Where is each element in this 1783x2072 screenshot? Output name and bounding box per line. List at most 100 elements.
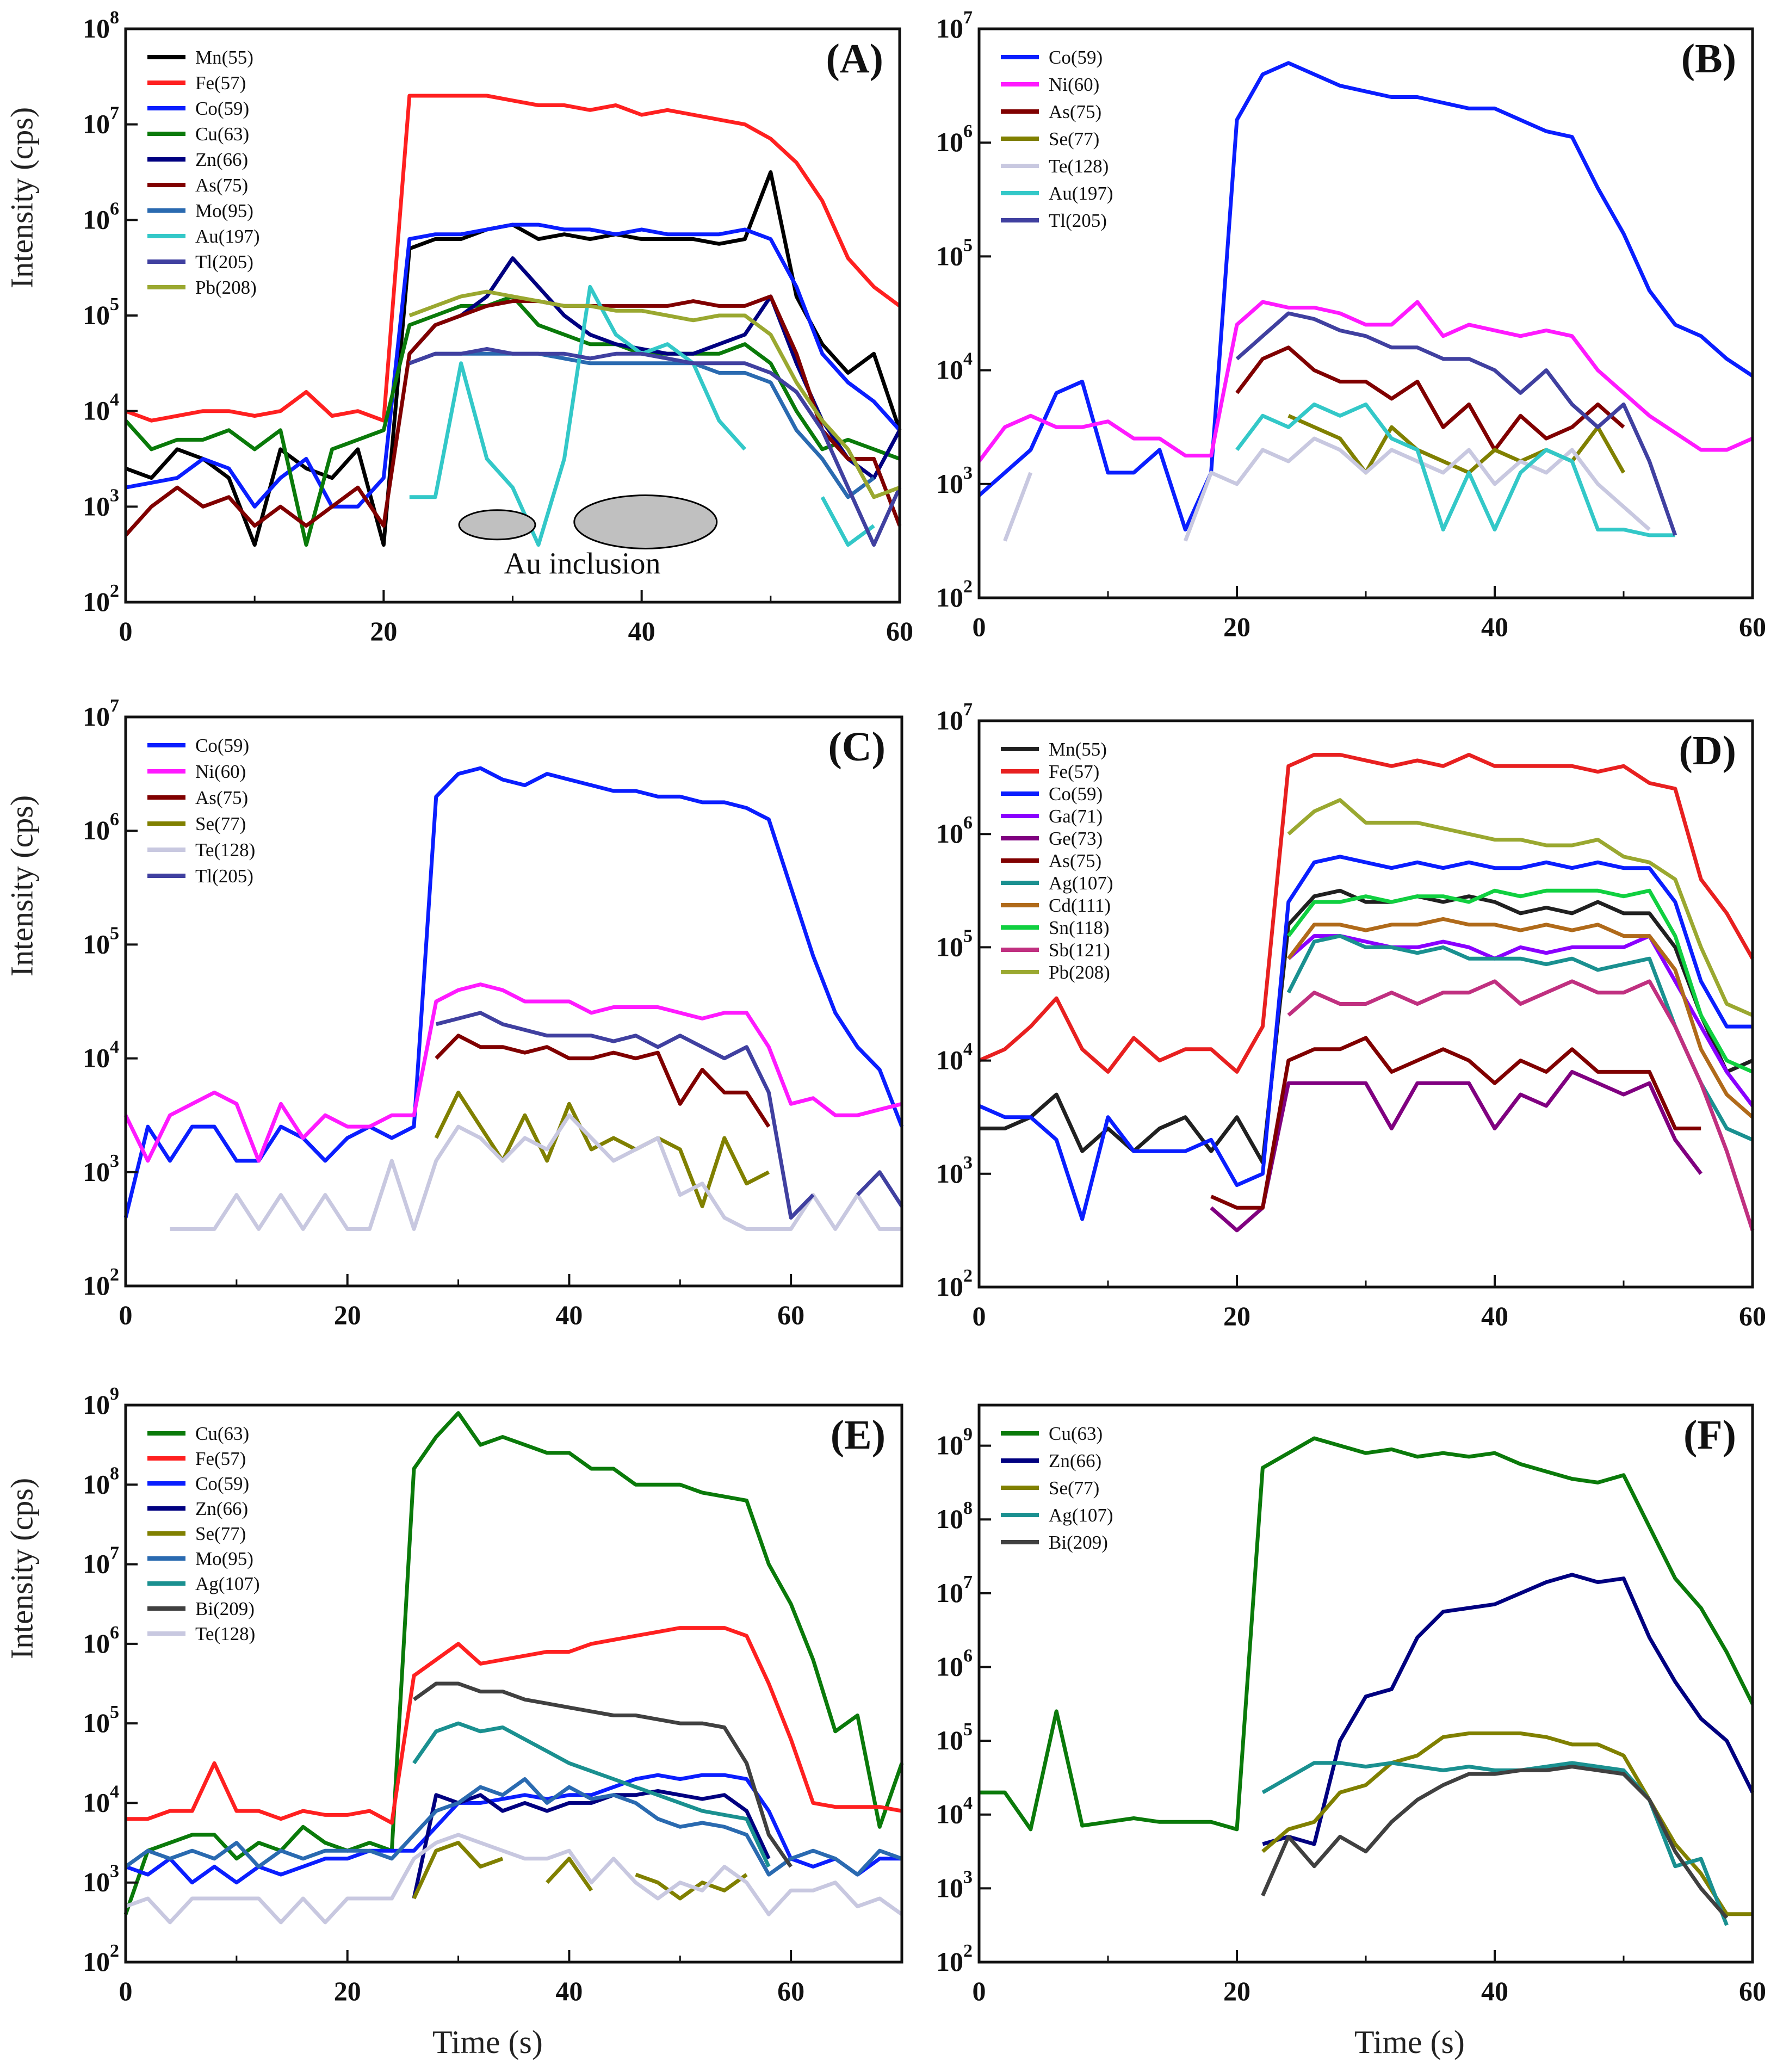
legend-label: Se(77) — [195, 1523, 246, 1544]
legend: Mn(55)Fe(57)Co(59)Ga(71)Ge(73)As(75)Ag(1… — [1001, 739, 1113, 983]
series-line-fe57 — [978, 753, 1755, 1074]
legend-label: Au(197) — [195, 226, 260, 247]
legend-label: Ge(73) — [1049, 828, 1103, 849]
panel-label: (B) — [1681, 36, 1736, 82]
series-group — [124, 94, 902, 547]
panel-label: (D) — [1679, 728, 1736, 774]
y-tick-label: 104 — [936, 349, 973, 385]
x-tick-label: 60 — [886, 616, 913, 646]
legend-label: Pb(208) — [1049, 962, 1110, 983]
legend-label: As(75) — [195, 787, 248, 808]
y-tick-label: 106 — [83, 1623, 119, 1659]
series-line-mn55 — [979, 888, 1754, 1165]
x-tick-label: 20 — [1223, 1301, 1250, 1331]
series-line-zn66 — [1262, 1573, 1755, 1846]
y-tick-label: 102 — [83, 581, 119, 617]
panel-label: (F) — [1683, 1412, 1736, 1458]
y-tick-label: 102 — [83, 1941, 119, 1977]
series-line-tl205 — [408, 347, 902, 547]
series-line-as75 — [124, 294, 902, 537]
y-tick-label: 103 — [936, 1153, 973, 1189]
legend-label: Se(77) — [1049, 128, 1099, 150]
series-line-te128 — [125, 1833, 903, 1925]
panel-d: 0 20 40 60 102 103 104 105 106 107 (D) Mn(55)Fe(57)… — [936, 700, 1766, 1331]
series-line-as75 — [1235, 345, 1625, 452]
x-tick-label: 20 — [370, 616, 397, 646]
legend-label: Zn(66) — [195, 1498, 248, 1519]
series-line-sb121 — [1287, 979, 1755, 1231]
series-line-as75 — [1210, 1036, 1701, 1210]
y-tick-label: 104 — [83, 1782, 119, 1817]
legend-label: Au(197) — [1049, 183, 1113, 204]
series-line-co59 — [125, 1773, 902, 1885]
x-tick-label: 60 — [1739, 1976, 1766, 2006]
plot-frame — [124, 715, 903, 1288]
y-tick-label: 105 — [936, 1720, 973, 1755]
series-line-bi209 — [412, 1681, 793, 1868]
y-tick-label: 104 — [83, 1037, 119, 1073]
legend-label: Zn(66) — [195, 149, 248, 170]
series-line-tl205 — [435, 1011, 903, 1220]
series-line-co59 — [125, 222, 901, 509]
y-tick-label: 106 — [936, 121, 973, 157]
legend-label: As(75) — [195, 175, 248, 196]
legend-label: Bi(209) — [195, 1598, 255, 1619]
x-tick-label: 40 — [1481, 611, 1508, 642]
plot-area: 0 20 40 60 102 103 104 105 106 107 (B) Co(59) Ni(60)… — [936, 8, 1766, 642]
series-line-ni60 — [123, 982, 902, 1163]
panel-e: 0 20 40 60 102 103 104 105 106 107 108 109 (E) Cu(63)… — [83, 1384, 904, 2006]
y-axis-title-a: Intensity (cps) — [4, 107, 40, 289]
y-axis-title-e: Intensity (cps) — [4, 1477, 40, 1660]
y-tick-label: 105 — [83, 923, 119, 959]
legend-label: Tl(205) — [195, 251, 253, 273]
y-tick-label: 107 — [83, 103, 119, 139]
series-group — [123, 1411, 904, 1925]
legend-label: Ag(107) — [195, 1573, 260, 1594]
legend-label: Ag(107) — [1049, 873, 1113, 894]
legend-label: Mo(95) — [195, 1548, 253, 1569]
legend-label: Co(59) — [195, 1473, 249, 1494]
legend-label: Fe(57) — [195, 72, 246, 94]
series-line-mo95 — [408, 351, 875, 499]
y-tick-label: 104 — [83, 390, 119, 426]
legend-label: Cu(63) — [195, 1423, 249, 1444]
series-line-fe57 — [126, 1626, 902, 1825]
panel-f: 0 20 40 60 102 103 104 105 106 107 108 109 (F) Cu(63)… — [936, 1403, 1766, 2006]
x-tick-label: 40 — [555, 1976, 583, 2006]
y-tick-label: 106 — [83, 809, 119, 845]
series-line-ag107 — [412, 1721, 771, 1867]
y-tick-label: 106 — [936, 1646, 973, 1681]
legend-label: Mn(55) — [1049, 739, 1107, 760]
series-line-pb208 — [408, 289, 901, 499]
series-group — [977, 61, 1754, 542]
legend: Cu(63) Zn(66) Se(77) Ag(107) Bi(209) — [1001, 1423, 1113, 1553]
legend-label: Co(59) — [195, 735, 249, 756]
y-tick-label: 104 — [936, 1040, 973, 1075]
legend-label: As(75) — [1049, 101, 1101, 122]
legend-label: Fe(57) — [195, 1448, 246, 1469]
plot-area: 0 20 40 60 102 103 104 105 106 107 108 109 (E) Cu(63)… — [83, 1384, 904, 2006]
plot-area: 0 20 40 60 102 103 104 105 106 107 108 109 (F) Cu(63)… — [936, 1403, 1766, 2006]
legend-label: Ni(60) — [195, 761, 246, 782]
series-line-cu63 — [123, 1411, 904, 1915]
plot-area: 0 20 40 60 102 103 104 105 106 107 (D) Mn(55)Fe(57)… — [936, 700, 1766, 1331]
legend-label: Ga(71) — [1049, 806, 1103, 827]
legend: Co(59) Ni(60) As(75) Se(77) Te(128) Au(197) Tl… — [1001, 47, 1113, 231]
x-tick-label: 20 — [334, 1300, 361, 1330]
legend-label: Cd(111) — [1049, 895, 1111, 916]
series-line-mo95 — [124, 1777, 903, 1877]
series-line-ni60 — [977, 300, 1754, 463]
series-line-fe57 — [125, 94, 901, 423]
y-tick-label: 107 — [83, 696, 119, 732]
legend-label: Co(59) — [1049, 47, 1103, 68]
legend-label: Co(59) — [195, 98, 249, 119]
legend-label: Fe(57) — [1049, 761, 1099, 782]
legend-label: Tl(205) — [195, 865, 253, 887]
series-line-co59 — [977, 61, 1754, 531]
y-axis-title-c: Intensity (cps) — [4, 795, 40, 977]
x-tick-label: 20 — [334, 1976, 361, 2006]
panel-label: (E) — [831, 1412, 886, 1458]
y-tick-label: 103 — [83, 485, 119, 521]
y-tick-label: 104 — [936, 1793, 973, 1829]
y-tick-label: 103 — [83, 1861, 119, 1897]
